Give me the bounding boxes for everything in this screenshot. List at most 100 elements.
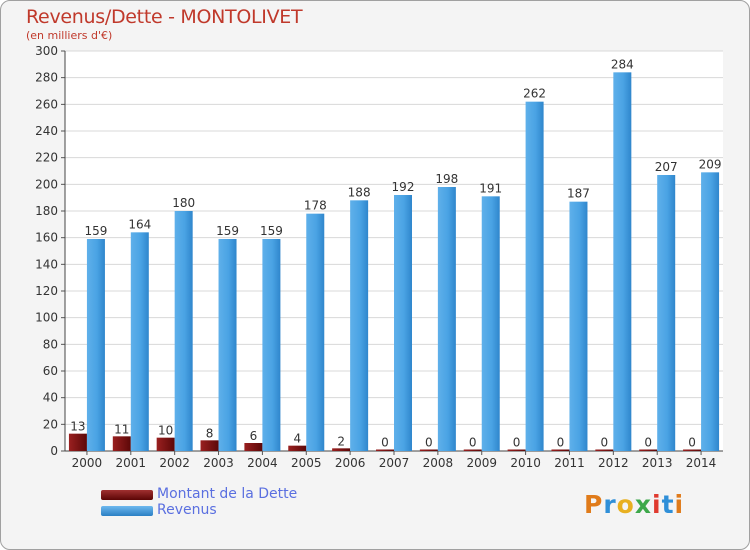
bar-revenus <box>437 187 456 451</box>
data-label-dette: 6 <box>250 429 258 443</box>
data-label-revenus: 159 <box>216 224 239 238</box>
bar-dette <box>332 448 351 451</box>
x-tick-label: 2006 <box>335 456 366 470</box>
bar-dette <box>288 445 307 451</box>
x-tick-label: 2013 <box>642 456 673 470</box>
data-label-dette: 0 <box>644 436 652 450</box>
bar-dette <box>683 449 702 451</box>
data-label-revenus: 284 <box>611 57 634 71</box>
data-label-revenus: 209 <box>699 157 722 171</box>
logo-letter: i <box>652 490 662 519</box>
y-tick-label: 240 <box>35 124 58 138</box>
bar-dette <box>639 449 658 451</box>
y-tick-label: 80 <box>43 337 58 351</box>
x-tick-label: 2010 <box>510 456 541 470</box>
x-tick-label: 2014 <box>686 456 717 470</box>
y-tick-label: 260 <box>35 97 58 111</box>
data-label-revenus: 164 <box>128 217 151 231</box>
data-label-dette: 0 <box>469 436 477 450</box>
x-tick-label: 2001 <box>116 456 147 470</box>
bar-dette <box>200 440 219 451</box>
data-label-dette: 4 <box>293 432 301 446</box>
data-label-dette: 13 <box>70 420 85 434</box>
logo-letter: x <box>634 490 652 519</box>
bar-revenus <box>394 195 412 451</box>
proxiti-logo: Proxiti <box>584 490 684 519</box>
bar-revenus <box>306 213 325 451</box>
bar-revenus <box>657 175 676 451</box>
data-label-dette: 0 <box>601 436 609 450</box>
bar-dette <box>244 443 263 451</box>
bar-dette <box>112 436 131 451</box>
bar-dette <box>463 449 482 451</box>
data-label-dette: 2 <box>337 434 345 448</box>
bar-revenus <box>701 172 720 452</box>
y-tick-label: 100 <box>35 311 58 325</box>
logo-letter: i <box>674 490 685 519</box>
y-tick-label: 280 <box>35 71 58 85</box>
chart-subtitle: (en milliers d'€) <box>26 29 113 42</box>
bar-dette <box>595 449 614 451</box>
data-label-revenus: 207 <box>655 160 678 174</box>
data-label-dette: 0 <box>425 436 433 450</box>
data-label-dette: 10 <box>158 424 173 438</box>
logo-letter: P <box>584 490 604 519</box>
legend-label-dette: Montant de la Dette <box>157 486 298 502</box>
legend-swatch-dette <box>101 490 153 500</box>
logo-letter: o <box>616 490 635 519</box>
data-label-revenus: 159 <box>84 224 107 238</box>
bar-revenus <box>262 239 281 451</box>
bar-revenus <box>86 239 105 451</box>
data-label-revenus: 159 <box>260 224 283 238</box>
data-label-revenus: 262 <box>523 87 546 101</box>
bar-revenus <box>350 200 369 451</box>
y-tick-label: 300 <box>35 44 58 58</box>
x-tick-label: 2012 <box>598 456 629 470</box>
bar-revenus <box>481 196 500 451</box>
bar-revenus <box>218 239 237 451</box>
y-tick-label: 200 <box>35 177 58 191</box>
data-label-revenus: 198 <box>435 172 458 186</box>
y-tick-label: 140 <box>35 257 58 271</box>
logo-letter: r <box>603 490 617 519</box>
y-tick-label: 120 <box>35 284 58 298</box>
data-label-dette: 8 <box>206 426 214 440</box>
bar-revenus <box>174 211 193 451</box>
data-label-revenus: 187 <box>567 187 590 201</box>
bar-revenus <box>525 101 544 452</box>
data-label-dette: 0 <box>513 436 521 450</box>
y-tick-label: 60 <box>43 364 58 378</box>
x-tick-label: 2000 <box>72 456 103 470</box>
x-tick-label: 2005 <box>291 456 322 470</box>
y-tick-label: 220 <box>35 151 58 165</box>
y-tick-label: 160 <box>35 231 58 245</box>
legend-label-revenus: Revenus <box>157 502 217 518</box>
x-tick-label: 2009 <box>466 456 497 470</box>
bar-dette <box>68 433 87 451</box>
data-label-revenus: 188 <box>348 185 371 199</box>
x-tick-label: 2007 <box>379 456 410 470</box>
legend-swatch-revenus <box>101 506 153 516</box>
y-tick-label: 180 <box>35 204 58 218</box>
x-tick-label: 2008 <box>423 456 454 470</box>
bar-revenus <box>613 72 632 451</box>
data-label-dette: 0 <box>381 436 389 450</box>
x-tick-label: 2003 <box>203 456 234 470</box>
bar-dette <box>551 449 570 451</box>
bar-dette <box>376 449 394 451</box>
x-tick-label: 2011 <box>554 456 585 470</box>
data-label-dette: 0 <box>557 436 565 450</box>
logo-letter: t <box>661 490 675 519</box>
x-tick-label: 2004 <box>247 456 278 470</box>
data-label-dette: 0 <box>688 436 696 450</box>
y-tick-label: 40 <box>43 391 58 405</box>
chart-title: Revenus/Dette - MONTOLIVET <box>26 6 303 28</box>
data-label-revenus: 192 <box>392 180 415 194</box>
y-tick-label: 20 <box>43 417 58 431</box>
data-label-revenus: 180 <box>172 196 195 210</box>
bar-dette <box>507 449 526 451</box>
bar-dette <box>419 449 438 451</box>
data-label-revenus: 191 <box>479 181 502 195</box>
